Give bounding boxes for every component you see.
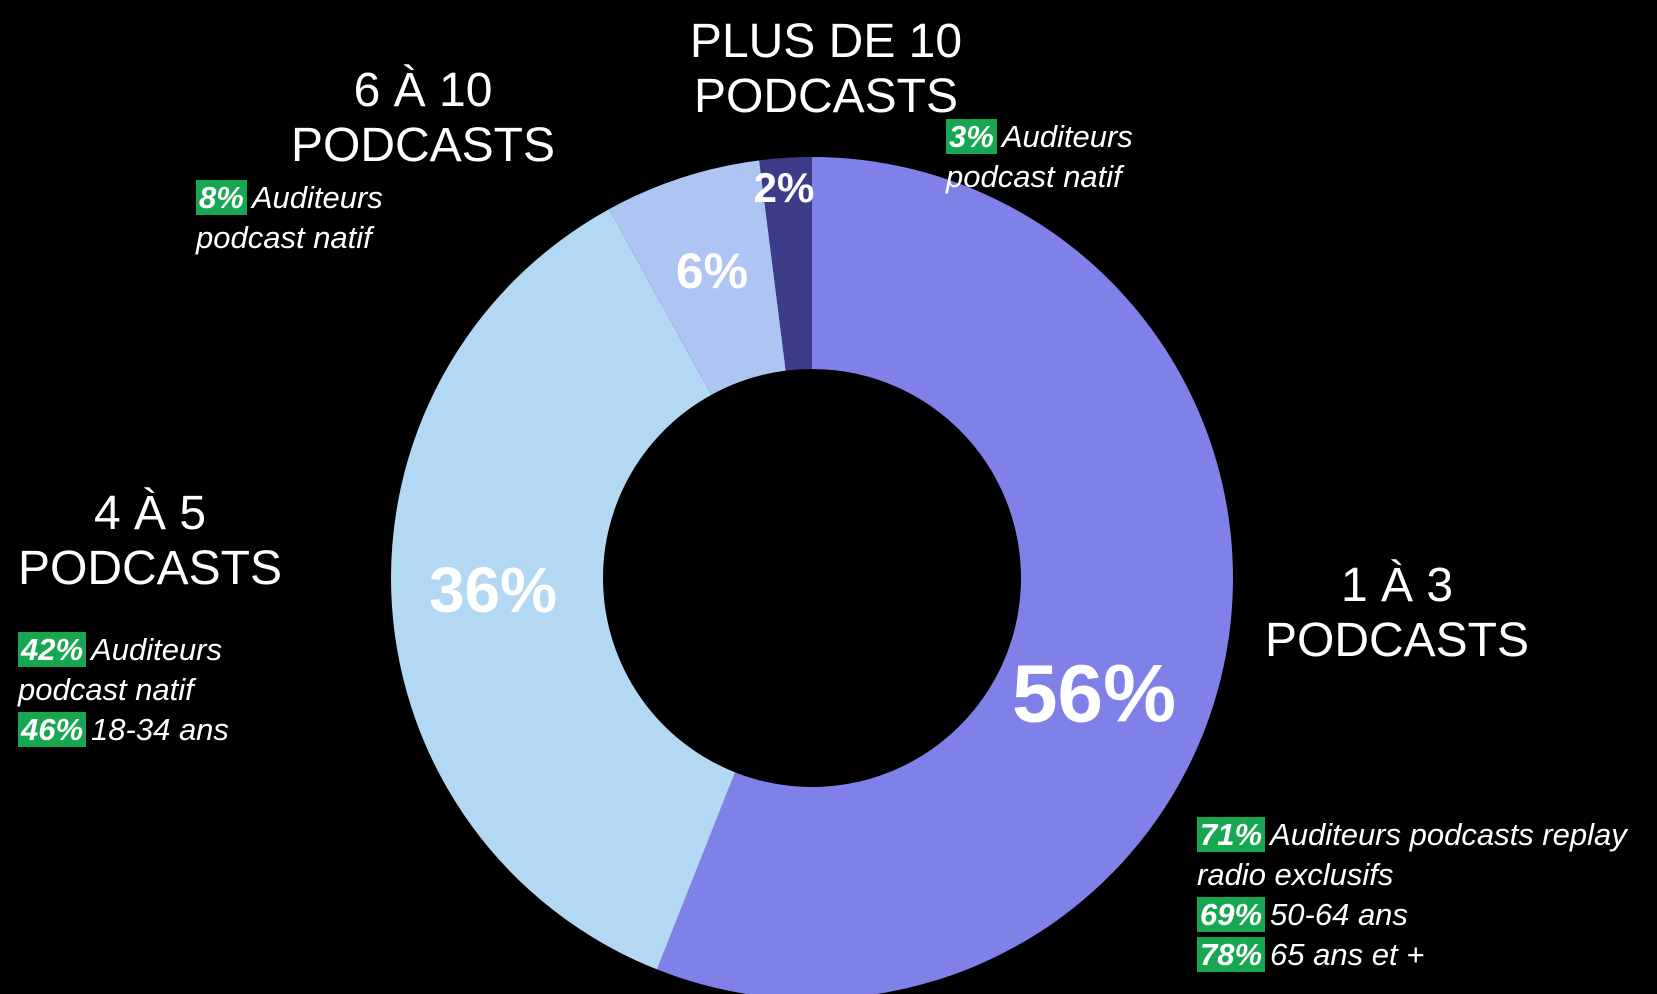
annotation: 42% Auditeurs podcast natif 46% 18-34 ans bbox=[18, 630, 258, 750]
category-label: 6 À 10 PODCASTS bbox=[290, 64, 556, 172]
annotation-percent: 8% bbox=[196, 180, 247, 215]
category-label: PLUS DE 10 PODCASTS bbox=[689, 15, 963, 123]
annotation-text: 50-64 ans bbox=[1270, 897, 1408, 932]
annotation: 71% Auditeurs podcasts replay radio exclu… bbox=[1197, 815, 1657, 975]
annotation-text: 65 ans et + bbox=[1270, 937, 1425, 972]
value-label: 56% bbox=[1012, 649, 1176, 740]
annotation-line: 71% Auditeurs podcasts replay radio exclu… bbox=[1197, 815, 1657, 895]
annotation-line: 3% Auditeurs podcast natif bbox=[946, 117, 1166, 197]
donut-segment bbox=[759, 157, 812, 371]
annotation-line: 46% 18-34 ans bbox=[18, 710, 258, 750]
annotation-percent: 78% bbox=[1197, 937, 1266, 972]
donut-segment bbox=[391, 209, 736, 970]
annotation: 8% Auditeurs podcast natif bbox=[196, 178, 416, 258]
category-label: 1 À 3 PODCASTS bbox=[1264, 559, 1530, 667]
category-label: 4 À 5 PODCASTS bbox=[17, 487, 283, 595]
annotation-text: Auditeurs podcast natif bbox=[196, 180, 383, 255]
annotation-line: 69% 50-64 ans bbox=[1197, 895, 1657, 935]
annotation-line: 8% Auditeurs podcast natif bbox=[196, 178, 416, 258]
annotation-text: 18-34 ans bbox=[91, 712, 229, 747]
annotation-percent: 69% bbox=[1197, 897, 1266, 932]
annotation-text: Auditeurs podcast natif bbox=[946, 119, 1133, 194]
value-label: 6% bbox=[676, 243, 748, 299]
annotation-text: Auditeurs podcast natif bbox=[18, 632, 223, 707]
annotation-percent: 42% bbox=[18, 632, 87, 667]
donut-segment bbox=[657, 157, 1233, 994]
donut-segment bbox=[609, 160, 786, 395]
annotation-percent: 3% bbox=[946, 119, 997, 154]
annotation-line: 42% Auditeurs podcast natif bbox=[18, 630, 258, 710]
annotation-percent: 71% bbox=[1197, 817, 1266, 852]
annotation-text: Auditeurs podcasts replay radio exclusif… bbox=[1197, 817, 1627, 892]
annotation-percent: 46% bbox=[18, 712, 87, 747]
value-label: 36% bbox=[429, 554, 557, 626]
annotation-line: 78% 65 ans et + bbox=[1197, 935, 1657, 975]
value-label: 2% bbox=[754, 164, 815, 211]
annotation: 3% Auditeurs podcast natif bbox=[946, 117, 1166, 197]
